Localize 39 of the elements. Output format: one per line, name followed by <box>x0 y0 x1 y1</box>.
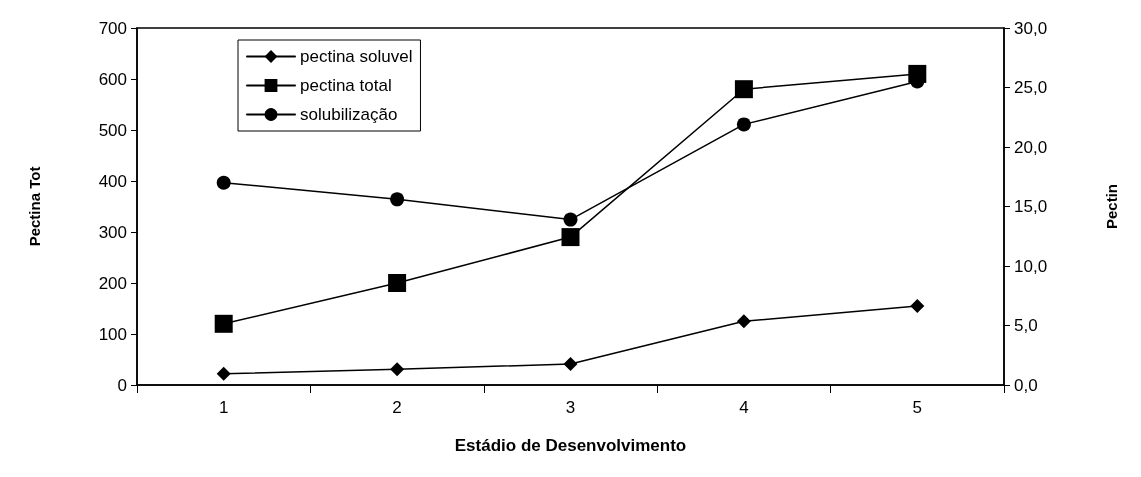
y-axis-title: Pectina Tot <box>26 166 43 247</box>
y2-tick-label: 5,0 <box>1014 316 1038 335</box>
y-tick-label: 0 <box>117 375 127 395</box>
legend-label: pectina total <box>300 76 392 95</box>
point <box>390 192 405 207</box>
point <box>216 175 231 190</box>
y2-tick-label: 25,0 <box>1014 78 1048 97</box>
y-tick-label: 100 <box>98 324 127 344</box>
point <box>734 80 753 99</box>
y-tick-label: 300 <box>98 222 127 242</box>
y-tick-label: 600 <box>98 69 127 89</box>
point <box>561 228 580 247</box>
x-tick-label: 5 <box>912 398 923 417</box>
y2-tick-label: 0,0 <box>1014 375 1038 395</box>
point <box>214 314 233 333</box>
y2-tick-label: 30,0 <box>1014 18 1048 38</box>
y-tick-label: 500 <box>98 120 127 140</box>
x-tick-label: 4 <box>739 398 749 417</box>
point <box>910 298 925 313</box>
x-axis-title: Estádio de Desenvolvimento <box>454 436 687 455</box>
y2-tick-label: 15,0 <box>1014 197 1048 216</box>
point <box>216 366 231 381</box>
y-tick-label: 400 <box>98 171 127 191</box>
legend-label: pectina soluvel <box>300 47 413 66</box>
y-tick-label: 700 <box>98 18 127 38</box>
y2-tick-label: 10,0 <box>1014 256 1048 276</box>
point <box>563 357 578 372</box>
x-tick-label: 2 <box>392 398 402 417</box>
x-tick-label: 3 <box>565 398 576 417</box>
y-tick-label: 200 <box>98 273 127 293</box>
point <box>563 212 578 227</box>
point <box>736 117 751 132</box>
y2-tick-label: 20,0 <box>1014 137 1048 157</box>
point <box>736 314 751 329</box>
point <box>390 362 405 377</box>
point <box>388 274 407 292</box>
x-tick-label: 1 <box>218 398 229 417</box>
y2-axis-title: Pectin <box>1103 183 1120 230</box>
legend-label: solubilização <box>300 105 398 124</box>
